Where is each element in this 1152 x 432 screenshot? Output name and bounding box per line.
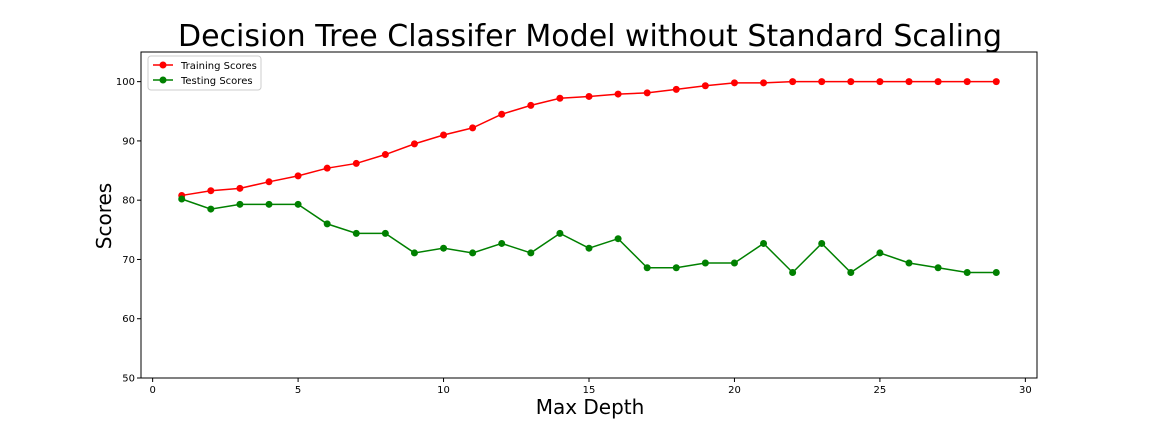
data-point-testing-scores [905, 259, 913, 267]
data-point-testing-scores [294, 200, 302, 208]
data-point-testing-scores [934, 264, 942, 272]
data-point-training-scores [265, 178, 273, 186]
legend-marker-training [159, 61, 167, 69]
x-tick-label: 30 [1019, 385, 1032, 396]
series-layer [178, 78, 1000, 276]
x-axis-label: Max Depth [536, 395, 645, 419]
data-point-training-scores [934, 78, 942, 86]
data-point-training-scores [410, 140, 418, 148]
data-point-training-scores [323, 164, 331, 172]
legend: Training Scores Testing Scores [147, 55, 262, 91]
data-point-testing-scores [643, 264, 651, 272]
data-point-training-scores [672, 85, 680, 93]
legend-label-testing: Testing Scores [180, 76, 253, 87]
data-point-testing-scores [963, 268, 971, 276]
data-point-testing-scores [440, 244, 448, 252]
data-point-testing-scores [760, 239, 768, 247]
y-axis-label: Scores [92, 183, 116, 249]
data-point-training-scores [498, 110, 506, 118]
x-tick-label: 5 [295, 385, 301, 396]
data-point-testing-scores [352, 229, 360, 237]
x-tick-label: 25 [874, 385, 887, 396]
data-point-training-scores [701, 82, 709, 90]
chart-title: Decision Tree Classifer Model without St… [178, 19, 1002, 54]
y-tick-label: 70 [122, 255, 135, 266]
data-point-training-scores [818, 78, 826, 86]
data-point-training-scores [294, 172, 302, 180]
data-point-testing-scores [236, 200, 244, 208]
data-point-training-scores [876, 78, 884, 86]
data-point-training-scores [556, 94, 564, 102]
data-point-testing-scores [876, 249, 884, 257]
data-point-training-scores [730, 79, 738, 87]
data-point-testing-scores [265, 200, 273, 208]
data-point-training-scores [760, 79, 768, 87]
data-point-testing-scores [469, 249, 477, 257]
data-point-testing-scores [672, 264, 680, 272]
data-point-testing-scores [381, 229, 389, 237]
x-tick-label: 15 [583, 385, 596, 396]
data-point-testing-scores [585, 244, 593, 252]
data-point-training-scores [905, 78, 913, 86]
data-point-testing-scores [410, 249, 418, 257]
data-point-training-scores [236, 184, 244, 192]
data-point-testing-scores [178, 195, 186, 203]
data-point-training-scores [207, 187, 215, 195]
data-point-testing-scores [614, 235, 622, 243]
data-point-testing-scores [818, 239, 826, 247]
data-point-testing-scores [789, 268, 797, 276]
plot-frame [140, 51, 1038, 379]
data-point-testing-scores [992, 268, 1000, 276]
y-tick-label: 90 [122, 136, 135, 147]
data-point-training-scores [527, 101, 535, 109]
legend-label-training: Training Scores [180, 61, 257, 72]
data-point-training-scores [352, 159, 360, 167]
data-point-training-scores [469, 124, 477, 132]
data-point-testing-scores [556, 229, 564, 237]
y-tick-label: 100 [116, 77, 135, 88]
x-tick-label: 10 [437, 385, 450, 396]
series-line-testing-scores [181, 198, 997, 274]
data-point-training-scores [643, 89, 651, 97]
data-point-testing-scores [730, 259, 738, 267]
data-point-training-scores [963, 78, 971, 86]
data-point-training-scores [440, 131, 448, 139]
y-tick-label: 50 [122, 374, 135, 385]
x-axis-ticks: 0 5 10 15 20 25 30 [149, 378, 1032, 396]
data-point-training-scores [789, 78, 797, 86]
data-point-testing-scores [323, 220, 331, 228]
legend-marker-testing [159, 76, 167, 84]
legend-box [147, 55, 262, 91]
data-point-training-scores [381, 151, 389, 159]
data-point-testing-scores [701, 259, 709, 267]
data-point-training-scores [992, 78, 1000, 86]
y-tick-label: 60 [122, 314, 135, 325]
data-point-testing-scores [498, 239, 506, 247]
y-axis-ticks: 50 60 70 80 90 100 [116, 77, 141, 385]
y-tick-label: 80 [122, 196, 135, 207]
data-point-testing-scores [527, 249, 535, 257]
data-point-training-scores [847, 78, 855, 86]
data-point-training-scores [614, 90, 622, 98]
data-point-testing-scores [207, 205, 215, 213]
x-tick-label: 20 [728, 385, 741, 396]
x-tick-label: 0 [149, 385, 155, 396]
data-point-testing-scores [847, 268, 855, 276]
data-point-training-scores [585, 92, 593, 100]
